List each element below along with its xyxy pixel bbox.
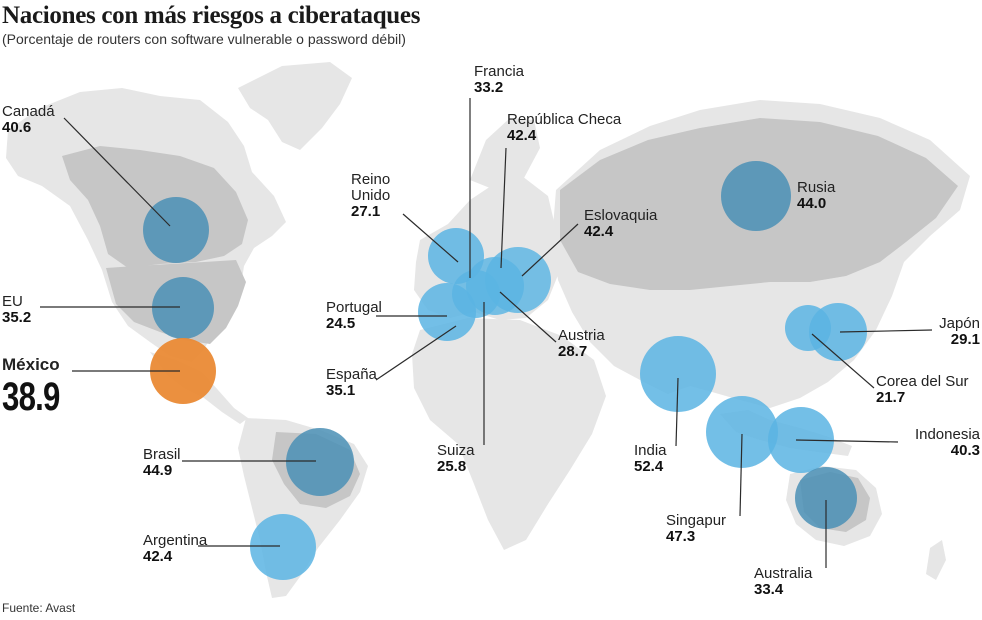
label-rusia: Rusia 44.0: [797, 179, 836, 213]
label-eu: EU 35.2: [2, 293, 32, 327]
country-name: Australia: [754, 565, 813, 582]
leader-canada: [63, 117, 171, 227]
country-value: 42.4: [584, 223, 614, 241]
country-value: 24.5: [326, 315, 356, 333]
country-name: España: [326, 366, 377, 383]
label-singapur: Singapur 47.3: [666, 512, 727, 546]
country-name: India: [634, 442, 667, 459]
label-japon: Japón 29.1: [939, 315, 980, 349]
bubble-canada: [143, 197, 209, 263]
map-subtitle: (Porcentaje de routers con software vuln…: [2, 31, 406, 47]
bubble-portugal: [418, 283, 476, 341]
label-indonesia: Indonesia 40.3: [914, 426, 980, 460]
country-name: Suiza: [437, 442, 475, 459]
country-value: 25.8: [437, 458, 467, 476]
leader-lines: [40, 98, 933, 568]
source-note: Fuente: Avast: [2, 601, 76, 615]
country-name: Brasil: [143, 446, 181, 463]
country-name: Francia: [474, 63, 525, 80]
label-australia: Australia 33.4: [754, 565, 813, 599]
leader-corea-del-sur: [811, 333, 875, 389]
country-value: 33.2: [474, 79, 504, 97]
label-mexico: México 38.9: [2, 355, 76, 420]
new-zealand: [926, 540, 946, 580]
country-name: Corea del Sur: [876, 373, 969, 390]
label-austria: Austria 28.7: [558, 327, 605, 361]
label-canada: Canadá 40.6: [2, 103, 55, 137]
country-value: 38.9: [2, 375, 60, 420]
label-francia: Francia 33.2: [474, 63, 525, 97]
country-name: Singapur: [666, 512, 727, 529]
country-value: 42.4: [143, 548, 173, 566]
country-value: 21.7: [876, 389, 906, 407]
leader-austria: [499, 291, 557, 343]
country-name: Reino Unido: [351, 171, 391, 205]
label-espana: España 35.1: [326, 366, 377, 400]
country-value: 28.7: [558, 343, 588, 361]
country-name: Austria: [558, 327, 605, 344]
label-suiza: Suiza 25.8: [437, 442, 475, 476]
country-value: 40.6: [2, 119, 32, 137]
map-title: Naciones con más riesgos a ciberataques: [2, 2, 421, 29]
bubble-argentina: [250, 514, 316, 580]
bubble-eu: [152, 277, 214, 339]
label-argentina: Argentina 42.4: [143, 532, 208, 566]
bubble-rusia: [721, 161, 791, 231]
country-value: 29.1: [950, 331, 980, 349]
scandinavia: [470, 118, 540, 192]
label-corea-del-sur: Corea del Sur 21.7: [876, 373, 969, 407]
bubble-singapur: [706, 396, 778, 468]
leader-japon: [839, 329, 933, 333]
country-name: Eslovaquia: [584, 207, 658, 224]
country-value: 52.4: [634, 458, 664, 476]
bubble-reino-unido: [428, 228, 484, 284]
leader-singapur: [739, 433, 743, 517]
label-portugal: Portugal 24.5: [326, 299, 382, 333]
label-brasil: Brasil 44.9: [143, 446, 181, 480]
country-name: Canadá: [2, 103, 55, 120]
bubble-india: [640, 336, 716, 412]
country-name: Portugal: [326, 299, 382, 316]
country-value: 35.1: [326, 382, 356, 400]
country-value: 33.4: [754, 581, 784, 599]
country-value: 27.1: [351, 203, 381, 221]
country-name: Rusia: [797, 179, 836, 196]
label-reino-unido: Reino Unido 27.1: [351, 171, 411, 221]
greenland: [238, 62, 352, 150]
country-name: EU: [2, 293, 23, 310]
africa: [412, 318, 606, 550]
country-value: 47.3: [666, 528, 696, 546]
label-india: India 52.4: [634, 442, 667, 476]
country-value: 40.3: [950, 442, 980, 460]
bubble-australia: [795, 467, 857, 529]
country-value: 42.4: [507, 127, 537, 145]
country-name: México: [2, 355, 60, 374]
country-name: Indonesia: [914, 426, 980, 443]
leader-republica-checa: [500, 147, 507, 269]
leader-indonesia: [795, 439, 899, 443]
leader-reino-unido: [402, 213, 459, 263]
bubble-mexico: [150, 338, 216, 404]
country-name: Japón: [939, 315, 980, 332]
country-value: 44.0: [797, 195, 827, 213]
leader-eslovaquia: [521, 223, 579, 277]
bubble-corea-del-sur: [785, 305, 831, 351]
bubble-brasil: [286, 428, 354, 496]
leader-india: [675, 377, 679, 447]
country-name: Argentina: [143, 532, 208, 549]
country-value: 44.9: [143, 462, 173, 480]
label-eslovaquia: Eslovaquia 42.4: [584, 207, 658, 241]
label-republica-checa: República Checa 42.4: [507, 111, 622, 145]
leader-espana: [375, 325, 457, 381]
country-value: 35.2: [2, 309, 32, 327]
country-name: República Checa: [507, 111, 622, 128]
